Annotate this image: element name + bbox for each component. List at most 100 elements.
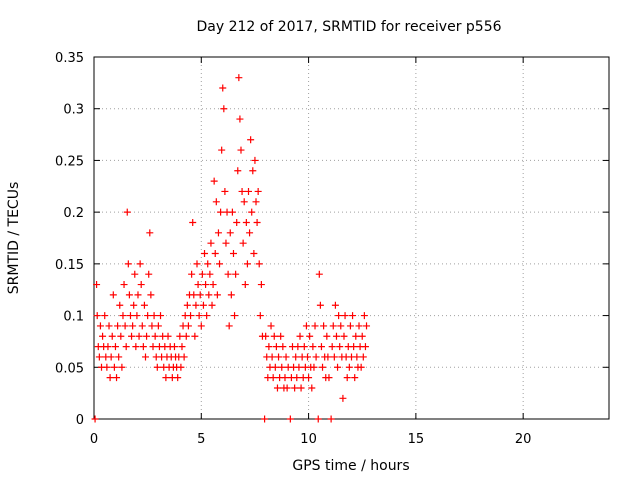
data-point	[363, 322, 371, 330]
y-tick-label: 0.2	[63, 206, 84, 221]
data-point	[114, 322, 122, 330]
data-point	[145, 270, 153, 278]
data-point	[305, 374, 313, 382]
data-point	[217, 208, 225, 216]
x-axis-label: GPS time / hours	[292, 458, 409, 474]
data-point	[105, 322, 113, 330]
data-point	[103, 363, 111, 371]
data-point	[283, 384, 291, 392]
data-point	[249, 167, 257, 175]
data-point	[281, 374, 289, 382]
data-point	[235, 74, 243, 82]
data-point	[130, 301, 138, 309]
data-point	[115, 353, 123, 361]
data-point	[315, 270, 323, 278]
data-point	[91, 415, 99, 423]
x-tick-label: 0	[90, 432, 98, 447]
y-tick-label: 0.25	[55, 154, 84, 169]
data-point	[177, 363, 185, 371]
data-point	[111, 343, 119, 351]
data-point	[133, 312, 141, 320]
data-point	[122, 343, 130, 351]
data-point	[350, 343, 358, 351]
data-point	[236, 115, 244, 123]
data-point	[332, 332, 340, 340]
data-point	[253, 218, 261, 226]
data-point	[300, 343, 308, 351]
data-point	[229, 250, 237, 258]
data-point	[131, 270, 139, 278]
data-point	[248, 208, 256, 216]
data-point	[123, 208, 131, 216]
data-point	[107, 353, 115, 361]
data-point	[199, 301, 207, 309]
data-point	[191, 332, 199, 340]
data-point	[151, 332, 159, 340]
data-point	[135, 332, 143, 340]
data-point	[359, 353, 367, 361]
data-point	[328, 343, 336, 351]
data-point	[360, 312, 368, 320]
data-point	[224, 270, 232, 278]
data-point	[206, 270, 214, 278]
chart-title: Day 212 of 2017, SRMTID for receiver p55…	[196, 19, 501, 35]
data-point	[109, 291, 117, 299]
data-point	[243, 260, 251, 268]
data-point	[227, 291, 235, 299]
data-point	[189, 218, 197, 226]
data-point	[149, 343, 157, 351]
data-point	[353, 353, 361, 361]
data-point	[214, 229, 222, 237]
data-point	[134, 291, 142, 299]
data-point	[239, 239, 247, 247]
data-point	[233, 218, 241, 226]
data-point	[324, 353, 332, 361]
data-point	[314, 415, 322, 423]
data-point	[129, 322, 137, 330]
data-point	[143, 332, 151, 340]
data-point	[246, 229, 254, 237]
data-point	[296, 332, 304, 340]
data-point	[269, 374, 277, 382]
data-point	[240, 198, 248, 206]
data-point	[310, 363, 318, 371]
data-point	[320, 322, 328, 330]
data-point	[136, 260, 144, 268]
data-point	[216, 260, 224, 268]
data-point	[118, 363, 126, 371]
data-point	[162, 374, 170, 382]
data-point	[209, 281, 217, 289]
data-point	[117, 332, 125, 340]
data-point	[265, 343, 273, 351]
data-point	[251, 156, 259, 164]
data-point	[119, 312, 127, 320]
y-tick-label: 0.3	[63, 103, 84, 118]
data-point	[195, 312, 203, 320]
data-point	[142, 353, 149, 361]
data-point	[132, 343, 140, 351]
data-point	[184, 322, 192, 330]
data-point	[294, 343, 302, 351]
data-point	[190, 291, 198, 299]
data-point	[241, 281, 249, 289]
data-point	[93, 312, 101, 320]
data-point	[345, 363, 353, 371]
data-point	[218, 146, 226, 154]
data-point	[226, 229, 234, 237]
data-point	[232, 270, 240, 278]
data-point	[346, 322, 354, 330]
data-point	[257, 281, 265, 289]
data-point	[157, 312, 165, 320]
data-point	[245, 187, 252, 195]
data-point	[150, 312, 158, 320]
data-point	[213, 291, 221, 299]
data-point	[138, 322, 146, 330]
x-tick-label: 5	[197, 432, 205, 447]
data-point	[351, 374, 359, 382]
data-point	[329, 322, 337, 330]
data-point	[327, 415, 335, 423]
data-point	[254, 187, 262, 195]
data-point	[198, 270, 206, 278]
data-point	[341, 312, 349, 320]
data-point	[312, 353, 320, 361]
